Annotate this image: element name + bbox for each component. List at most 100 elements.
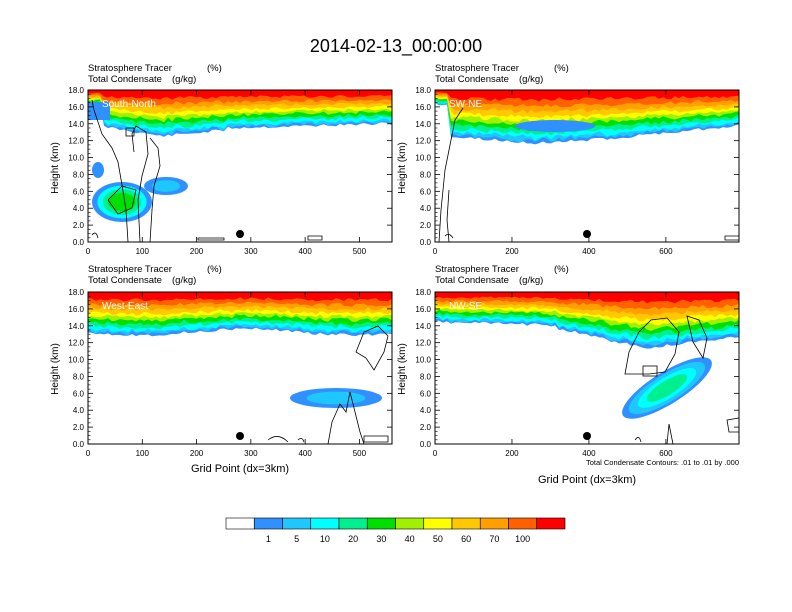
colorbar-swatch [536, 517, 566, 530]
panel-label: NW-SE [449, 301, 482, 312]
y-tick-label: 12.0 [415, 137, 431, 146]
condensate-contour [634, 437, 642, 443]
colorbar-swatch [225, 517, 255, 530]
panel-nw-se: Stratosphere Tracer (%) Total Condensate… [397, 264, 740, 486]
panel-units-2: (g/kg) [519, 74, 543, 85]
y-axis-label: Height (km) [50, 142, 61, 194]
y-tick-label: 10.0 [415, 154, 431, 163]
x-tick-label: 600 [659, 449, 673, 458]
y-tick-label: 4.0 [73, 204, 85, 213]
x-tick-label: 100 [136, 247, 150, 256]
y-tick-label: 14.0 [68, 120, 84, 129]
y-tick-label: 16.0 [68, 103, 84, 112]
y-tick-label: 14.0 [68, 322, 84, 331]
colorbar-label: 10 [320, 534, 330, 544]
x-tick-label: 400 [582, 449, 596, 458]
condensate-contour [327, 391, 365, 445]
panel-label: SW-NE [449, 99, 482, 110]
y-tick-label: 0.0 [420, 238, 432, 247]
x-tick-label: 100 [136, 449, 150, 458]
panel-label: South-North [102, 99, 156, 110]
condensate-contour [444, 234, 454, 239]
y-tick-label: 6.0 [73, 389, 85, 398]
panel-subtitle-2: Total Condensate [88, 74, 162, 85]
y-tick-label: 8.0 [420, 372, 432, 381]
plot-area: 0.0 2.0 4.0 6.0 8.0 10.0 12.0 14.0 16.0 18.0 0 100 2… [68, 288, 393, 458]
y-axis-label: Height (km) [397, 343, 408, 395]
plot-area: 0.0 2.0 4.0 6.0 8.0 10.0 12.0 14.0 16.0 18.0 0 200 4… [415, 86, 740, 256]
y-tick-label: 16.0 [68, 305, 84, 314]
condensate-contour [107, 185, 137, 215]
tracer-band [435, 292, 739, 304]
colorbar-swatch [338, 517, 368, 530]
y-tick-label: 10.0 [415, 356, 431, 365]
x-axis-label: Grid Point (dx=3km) [191, 463, 289, 475]
tracer-band [435, 90, 739, 102]
location-marker [236, 432, 244, 440]
panel-subtitle-1: Stratosphere Tracer [88, 264, 172, 275]
colorbar-label: 50 [433, 534, 443, 544]
plot-area: 0.0 2.0 4.0 6.0 8.0 10.0 12.0 14.0 16.0 18.0 0 100 2… [68, 86, 393, 256]
panel-subtitle-1: Stratosphere Tracer [88, 63, 172, 74]
tracer-blob [306, 391, 366, 405]
y-tick-label: 16.0 [415, 103, 431, 112]
condensate-contour [197, 237, 225, 241]
location-marker [583, 230, 591, 238]
y-tick-label: 10.0 [68, 356, 84, 365]
panel-units-1: (%) [207, 264, 222, 275]
colorbar-label: 100 [515, 534, 530, 544]
colorbar-label: 70 [489, 534, 499, 544]
y-tick-label: 0.0 [73, 440, 85, 449]
condensate-contour [267, 436, 289, 443]
condensate-contour [363, 435, 389, 443]
condensate-contour [125, 127, 135, 137]
x-tick-label: 0 [433, 449, 438, 458]
x-tick-label: 0 [433, 247, 438, 256]
condensate-contour [355, 325, 389, 371]
y-tick-label: 10.0 [68, 154, 84, 163]
panel-west-east: Stratosphere Tracer (%) Total Condensate… [50, 264, 393, 475]
colorbar-label: 30 [376, 534, 386, 544]
x-tick-label: 200 [505, 449, 519, 458]
tracer-band [88, 90, 392, 100]
condensate-contour [131, 125, 149, 243]
x-tick-label: 500 [353, 449, 367, 458]
x-axis-label: Grid Point (dx=3km) [538, 474, 636, 486]
condensate-contour [297, 438, 305, 443]
panel-units-2: (g/kg) [172, 275, 196, 286]
y-tick-label: 2.0 [420, 423, 432, 432]
y-tick-label: 14.0 [415, 322, 431, 331]
y-tick-label: 14.0 [415, 120, 431, 129]
condensate-contour [642, 365, 658, 377]
y-tick-label: 18.0 [68, 86, 84, 95]
y-tick-label: 8.0 [73, 372, 85, 381]
y-tick-label: 12.0 [415, 339, 431, 348]
colorbar-label: 40 [405, 534, 415, 544]
figure-title: 2014-02-13_00:00:00 [310, 36, 482, 57]
y-tick-label: 18.0 [415, 86, 431, 95]
y-tick-label: 18.0 [68, 288, 84, 297]
y-tick-label: 4.0 [420, 406, 432, 415]
condensate-contour [438, 107, 464, 243]
x-tick-label: 200 [505, 247, 519, 256]
footnote: Total Condensate Contours: .01 to .01 by… [586, 458, 739, 467]
y-tick-label: 6.0 [420, 187, 432, 196]
x-tick-label: 300 [244, 449, 258, 458]
condensate-contour [307, 235, 323, 241]
panel-units-2: (g/kg) [172, 74, 196, 85]
colorbar-swatch [395, 517, 425, 530]
y-tick-label: 2.0 [420, 221, 432, 230]
tracer-band [88, 292, 392, 302]
x-tick-label: 500 [353, 247, 367, 256]
y-tick-label: 18.0 [415, 288, 431, 297]
x-tick-label: 200 [190, 449, 204, 458]
location-marker [583, 432, 591, 440]
y-tick-label: 0.0 [73, 238, 85, 247]
condensate-contour [666, 423, 674, 445]
tracer-blob [515, 120, 595, 132]
x-tick-label: 400 [298, 247, 312, 256]
y-tick-label: 6.0 [73, 187, 85, 196]
plot-area: 0.0 2.0 4.0 6.0 8.0 10.0 12.0 14.0 16.0 18.0 0 200 4… [415, 288, 740, 458]
y-axis-label: Height (km) [50, 343, 61, 395]
